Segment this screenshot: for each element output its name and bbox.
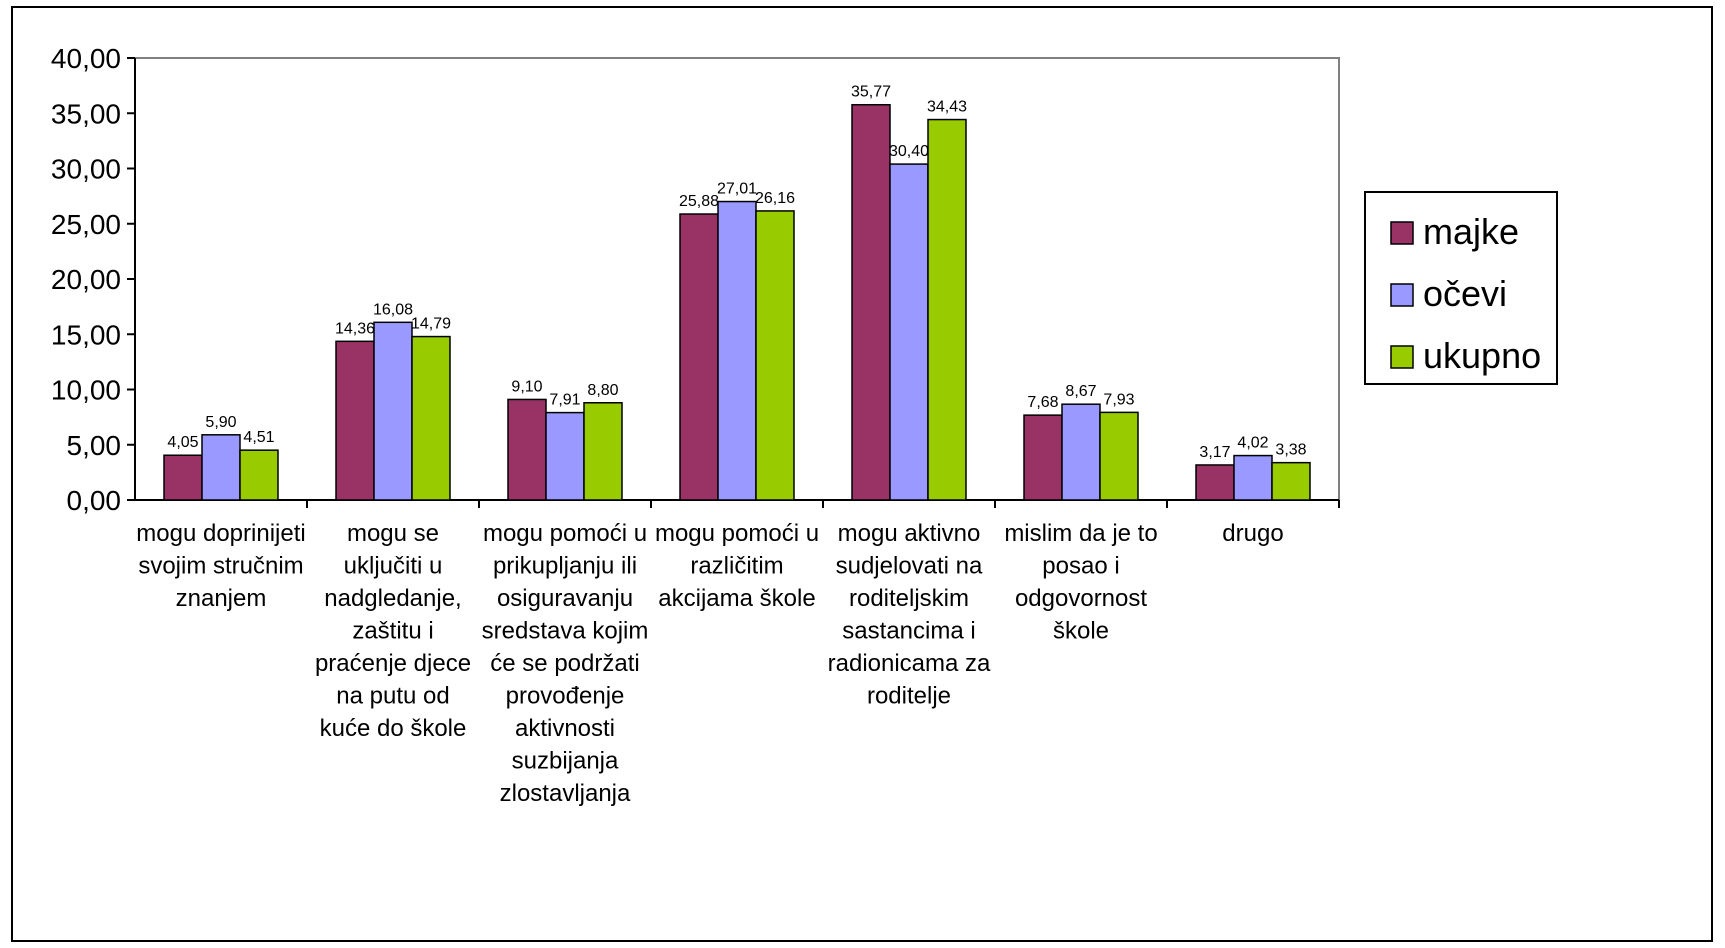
bar-majke [507, 398, 547, 501]
x-category-label: na putu od [336, 683, 449, 710]
bar-očevi [1233, 454, 1273, 501]
legend-label-ukupno: ukupno [1423, 335, 1541, 376]
x-category-label: drugo [1222, 520, 1283, 547]
y-tick-label: 20,00 [51, 264, 121, 295]
data-label: 16,08 [373, 301, 413, 318]
x-category-label: će se podržati [490, 650, 639, 677]
x-category-label: nadgledanje, [324, 585, 461, 612]
bar-očevi [201, 434, 241, 501]
x-category-label: kuće do škole [320, 715, 467, 742]
bar-ukupno [1099, 411, 1139, 501]
bar-ukupno [1271, 461, 1311, 501]
data-label: 8,67 [1065, 383, 1096, 400]
data-label: 34,43 [927, 99, 967, 116]
bar-majke [679, 213, 719, 501]
x-category-label: svojim stručnim [138, 553, 303, 580]
data-label: 27,01 [717, 181, 757, 198]
data-label: 14,36 [335, 320, 375, 337]
x-category-label: škole [1053, 618, 1109, 645]
bar-majke [163, 454, 203, 501]
x-category-label: suzbijanja [512, 748, 619, 775]
data-label: 7,68 [1027, 394, 1058, 411]
x-category-label: prikupljanju ili [493, 553, 637, 580]
x-category-label: zaštitu i [352, 618, 433, 645]
data-label: 25,88 [679, 193, 719, 210]
y-tick-label: 30,00 [51, 154, 121, 185]
legend-swatch-ukupno [1390, 345, 1414, 369]
legend-label-majke: majke [1423, 211, 1519, 252]
data-label: 3,38 [1275, 442, 1306, 459]
bar-majke [1195, 464, 1235, 501]
x-category-label: mogu pomoći u [483, 520, 647, 547]
data-label: 4,02 [1237, 435, 1268, 452]
legend-swatch-majke [1390, 221, 1414, 245]
bar-majke [851, 103, 891, 501]
y-tick-label: 15,00 [51, 319, 121, 350]
x-category-label: roditeljskim [849, 585, 969, 612]
x-category-label: roditelje [867, 683, 951, 710]
x-category-label: radionicama za [828, 650, 991, 677]
data-label: 7,93 [1103, 391, 1134, 408]
data-label: 4,05 [167, 434, 198, 451]
x-category-label: uključiti u [344, 553, 443, 580]
data-label: 7,91 [549, 392, 580, 409]
bar-ukupno [755, 210, 795, 501]
x-category-label: različitim [690, 553, 783, 580]
chart-frame: 0,00 5,00 10,00 15,00 20,00 25,00 30,00 35,00 40… [11, 6, 1713, 942]
legend-swatch-očevi [1390, 283, 1414, 307]
bar-očevi [717, 200, 757, 501]
x-category-label: posao i [1042, 553, 1119, 580]
y-tick-label: 35,00 [51, 98, 121, 129]
x-category-label: sastancima i [842, 618, 975, 645]
y-tick-label: 25,00 [51, 209, 121, 240]
bar-majke [335, 340, 375, 501]
data-label: 30,40 [889, 143, 929, 160]
y-tick-label: 40,00 [51, 43, 121, 74]
bar-očevi [373, 321, 413, 501]
x-category-label: provođenje [506, 683, 625, 710]
x-category-label: zlostavljanja [500, 780, 631, 807]
data-label: 9,10 [511, 378, 542, 395]
y-tick-label: 10,00 [51, 375, 121, 406]
data-label: 8,80 [587, 382, 618, 399]
x-category-label: mogu aktivno [838, 520, 981, 547]
x-category-label: aktivnosti [515, 715, 615, 742]
x-category-label: mogu pomoći u [655, 520, 819, 547]
x-category-label: mogu doprinijeti [136, 520, 305, 547]
bar-ukupno [239, 449, 279, 501]
bar-majke [1023, 414, 1063, 501]
bar-chart: 0,00 5,00 10,00 15,00 20,00 25,00 30,00 35,00 40… [51, 43, 1558, 807]
x-category-label: praćenje djece [315, 650, 471, 677]
x-category-label: odgovornost [1015, 585, 1147, 612]
data-label: 14,79 [411, 316, 451, 333]
x-category-label: sredstava kojim [482, 618, 649, 645]
x-category-label: mislim da je to [1004, 520, 1157, 547]
bar-očevi [889, 163, 929, 501]
x-category-label: akcijama škole [658, 585, 815, 612]
bar-očevi [1061, 403, 1101, 501]
x-category-label: sudjelovati na [836, 553, 983, 580]
x-category-label: znanjem [176, 585, 267, 612]
bar-ukupno [583, 402, 623, 501]
x-category-label: mogu se [347, 520, 439, 547]
bar-ukupno [411, 335, 451, 501]
legend-label-očevi: očevi [1423, 273, 1507, 314]
data-label: 4,51 [243, 429, 274, 446]
bar-očevi [545, 411, 585, 501]
y-tick-label: 5,00 [67, 430, 122, 461]
legend: majke očevi ukupno [1364, 191, 1558, 385]
bar-ukupno [927, 118, 967, 501]
data-label: 5,90 [205, 414, 236, 431]
data-label: 35,77 [851, 84, 891, 101]
x-category-label: osiguravanju [497, 585, 633, 612]
y-tick-label: 0,00 [67, 485, 122, 516]
data-label: 26,16 [755, 190, 795, 207]
plot-area: 0,00 5,00 10,00 15,00 20,00 25,00 30,00 35,00 40… [51, 43, 1340, 807]
data-label: 3,17 [1199, 444, 1230, 461]
